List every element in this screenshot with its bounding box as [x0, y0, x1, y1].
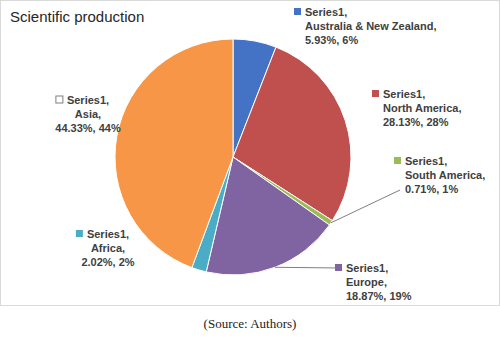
label-key [76, 230, 83, 237]
separator: , [344, 6, 347, 18]
leader-line [331, 190, 400, 223]
label-line: Series1, [305, 6, 347, 18]
data-label-group: Series1,South America,0.71%, 1% [331, 155, 485, 223]
separator: , [126, 228, 129, 240]
data-label: Series1,South America,0.71%, 1% [405, 155, 485, 195]
label-key [394, 157, 401, 164]
series-name: Series1 [305, 6, 344, 18]
category-label: Europe [346, 276, 384, 288]
separator: , [384, 276, 387, 288]
data-label-group: Series1,Asia,44.33%, 44% [55, 94, 121, 134]
separator: , [422, 88, 425, 100]
chart: Scientific production (Source: Authors) Se… [0, 0, 500, 342]
category-label: North America [383, 102, 459, 114]
pie-slice [115, 39, 233, 268]
label-key [294, 8, 301, 15]
data-label: Series1,Africa,2.02%, 2% [81, 228, 134, 268]
label-line: Series1, [346, 262, 388, 274]
value-label: 28.13%, 28% [383, 116, 449, 128]
value-label: 5.93%, 6% [305, 34, 358, 46]
category-label: South America [405, 169, 483, 181]
separator: , [98, 108, 101, 120]
chart-frame [1, 1, 500, 306]
separator: , [385, 262, 388, 274]
value-label: 44.33%, 44% [55, 122, 121, 134]
series-name: Series1 [405, 155, 444, 167]
label-key [372, 90, 379, 97]
data-label-group: Series1,Europe,18.87%, 19% [275, 262, 412, 302]
separator: , [433, 20, 436, 32]
label-line: Australia & New Zealand, [305, 20, 436, 32]
label-line: Series1, [67, 94, 109, 106]
data-label: Series1,Europe,18.87%, 19% [346, 262, 412, 302]
series-name: Series1 [383, 88, 422, 100]
caption: (Source: Authors) [204, 316, 297, 331]
label-key [56, 96, 63, 103]
label-line: Series1, [405, 155, 447, 167]
data-label: Series1,Australia & New Zealand,5.93%, 6… [305, 6, 436, 46]
data-label: Series1,North America,28.13%, 28% [383, 88, 461, 128]
data-label-group: Series1,Africa,2.02%, 2% [76, 228, 135, 268]
series-name: Series1 [346, 262, 385, 274]
data-label-group: Series1,Australia & New Zealand,5.93%, 6… [294, 6, 436, 46]
label-line: Africa, [91, 242, 125, 254]
category-label: Australia & New Zealand [305, 20, 433, 32]
label-line: South America, [405, 169, 485, 181]
label-key [335, 264, 342, 271]
value-label: 0.71%, 1% [405, 183, 458, 195]
value-label: 2.02%, 2% [81, 256, 134, 268]
separator: , [458, 102, 461, 114]
category-label: Africa [91, 242, 123, 254]
value-label: 18.87%, 19% [346, 290, 412, 302]
data-label: Series1,Asia,44.33%, 44% [55, 94, 121, 134]
separator: , [482, 169, 485, 181]
separator: , [122, 242, 125, 254]
title: Scientific production [10, 8, 144, 25]
category-label: Asia [75, 108, 99, 120]
separator: , [106, 94, 109, 106]
data-label-group: Series1,North America,28.13%, 28% [372, 88, 461, 128]
series-name: Series1 [87, 228, 126, 240]
label-line: North America, [383, 102, 461, 114]
separator: , [444, 155, 447, 167]
label-line: Series1, [383, 88, 425, 100]
label-line: Europe, [346, 276, 387, 288]
label-line: Series1, [87, 228, 129, 240]
leader-line [275, 267, 340, 269]
label-line: Asia, [75, 108, 101, 120]
pie [115, 39, 351, 275]
series-name: Series1 [67, 94, 106, 106]
